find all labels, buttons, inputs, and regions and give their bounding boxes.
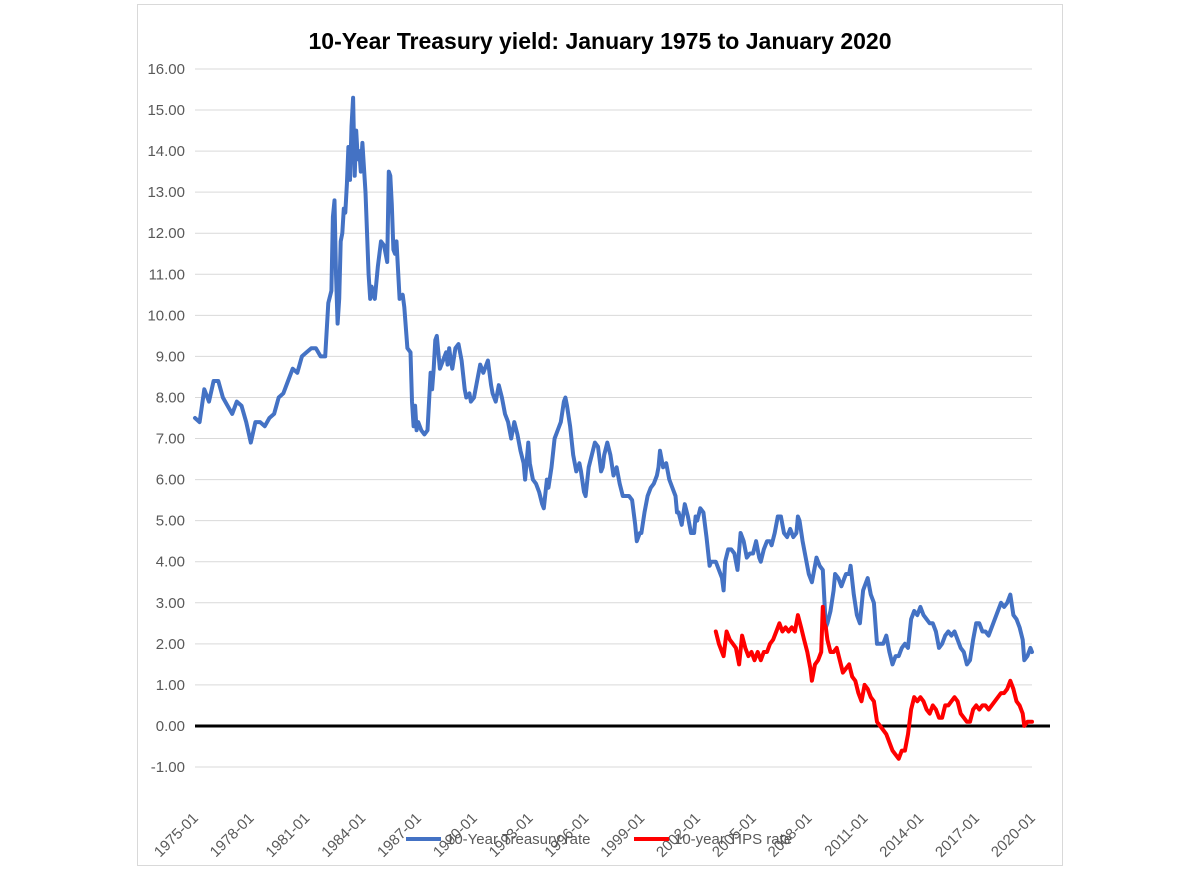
y-tick-label: 2.00 bbox=[156, 636, 185, 653]
x-axis-ticks: 1975-01 1978-01 1981-01 1984-01 1987-01 1990-… bbox=[151, 810, 1039, 861]
series-line-treasury bbox=[193, 95, 1034, 667]
y-tick-label: 7.00 bbox=[156, 431, 185, 448]
x-tick-label: 1999-01 bbox=[597, 810, 648, 861]
gridlines bbox=[195, 68, 1032, 768]
y-tick-label: 16.00 bbox=[147, 61, 185, 78]
line-chart: 10-Year Treasury yield: January 1975 to … bbox=[147, 28, 1050, 861]
y-tick-label: 10.00 bbox=[147, 307, 185, 324]
x-tick-label: 1984-01 bbox=[318, 810, 369, 861]
y-tick-label: 15.00 bbox=[147, 102, 185, 119]
legend-label: 10-year TIPS rate bbox=[674, 831, 792, 848]
x-tick-label: 1978-01 bbox=[207, 810, 258, 861]
y-tick-label: 4.00 bbox=[156, 554, 185, 571]
y-tick-label: 3.00 bbox=[156, 595, 185, 612]
x-tick-label: 1987-01 bbox=[374, 810, 425, 861]
chart-title: 10-Year Treasury yield: January 1975 to … bbox=[308, 28, 891, 54]
chart-frame: 10-Year Treasury yield: January 1975 to … bbox=[137, 4, 1063, 866]
legend-label: 10-Year Treasury rate bbox=[446, 831, 591, 848]
legend: 10-Year Treasury rate 10-year TIPS rate bbox=[406, 831, 792, 848]
y-tick-label: 9.00 bbox=[156, 348, 185, 365]
y-tick-label: 1.00 bbox=[156, 677, 185, 694]
y-tick-label: 5.00 bbox=[156, 513, 185, 530]
y-tick-label: 6.00 bbox=[156, 472, 185, 489]
y-tick-label: 12.00 bbox=[147, 225, 185, 242]
x-tick-label: 1975-01 bbox=[151, 810, 202, 861]
y-tick-label: 0.00 bbox=[156, 718, 185, 735]
y-tick-label: 13.00 bbox=[147, 184, 185, 201]
y-tick-label: 14.00 bbox=[147, 143, 185, 160]
x-tick-label: 2014-01 bbox=[876, 810, 927, 861]
y-tick-label: 11.00 bbox=[149, 266, 185, 283]
series-line-tips bbox=[713, 604, 1034, 761]
y-tick-label: 8.00 bbox=[156, 389, 185, 406]
x-tick-label: 2017-01 bbox=[932, 810, 983, 861]
x-tick-label: 2020-01 bbox=[988, 810, 1039, 861]
x-tick-label: 2011-01 bbox=[821, 810, 871, 860]
y-axis-ticks: -1.00 0.00 1.00 2.00 3.00 4.00 5.00 6.00 7.00 8.0… bbox=[147, 61, 185, 776]
series-lines bbox=[193, 95, 1034, 761]
y-tick-label: -1.00 bbox=[151, 759, 185, 776]
x-tick-label: 1981-01 bbox=[262, 810, 313, 861]
